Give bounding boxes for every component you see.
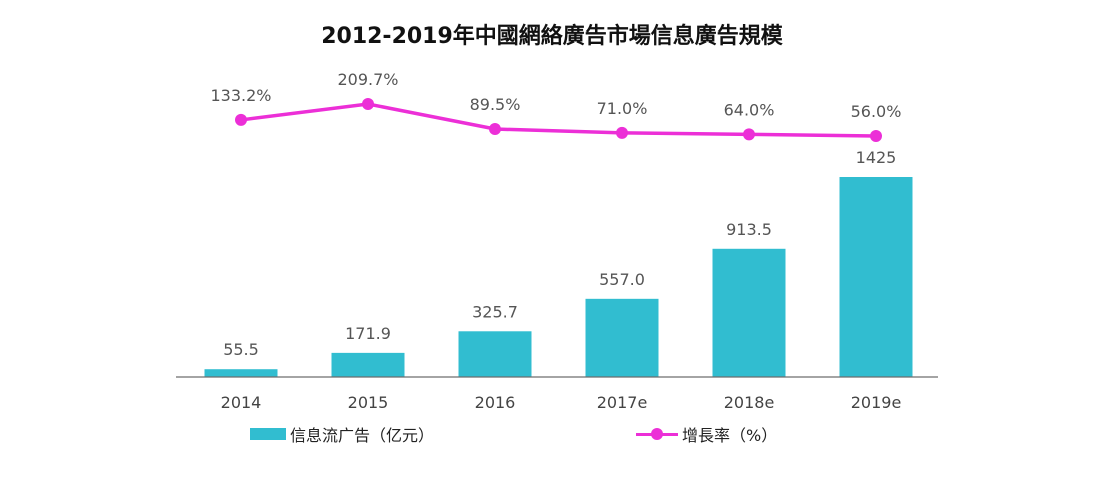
labels-layer: 55.5 171.9 325.7 557.0 913.5 1425 133.2% 209.7%…	[210, 70, 901, 359]
bar-2015	[331, 352, 405, 377]
growth-value-label: 56.0%	[851, 102, 902, 121]
legend-item-bar: 信息流广告（亿元）	[250, 422, 434, 446]
bar-2019e	[839, 177, 913, 377]
legend-bar-swatch	[250, 428, 286, 440]
growth-line-layer	[235, 98, 882, 142]
growth-value-label: 209.7%	[337, 70, 398, 89]
x-tick-label: 2016	[475, 393, 516, 412]
x-axis: 2014 2015 2016 2017e 2018e 2019e	[176, 376, 938, 412]
chart-title: 2012-2019年中國網絡廣告市場信息廣告規模	[321, 24, 783, 49]
growth-line	[240, 102, 877, 138]
bar-value-label: 913.5	[726, 220, 772, 239]
x-tick-label: 2019e	[851, 393, 902, 412]
bar-value-label: 325.7	[472, 302, 518, 321]
x-tick-label: 2015	[348, 393, 389, 412]
bar-2018e	[712, 248, 786, 377]
x-tick-label: 2014	[221, 393, 262, 412]
bar-value-label: 55.5	[223, 340, 259, 359]
legend-bar-label: 信息流广告（亿元）	[290, 426, 435, 445]
bar-2014	[204, 369, 278, 377]
growth-value-label: 133.2%	[210, 86, 271, 105]
bar-value-label: 1425	[856, 148, 897, 167]
legend-line-label: 增長率（%）	[682, 426, 778, 445]
growth-point-2017e	[616, 126, 628, 139]
growth-value-label: 64.0%	[724, 100, 775, 119]
growth-point-2014	[235, 113, 247, 126]
bar-2016	[458, 331, 532, 377]
x-tick-label: 2017e	[597, 393, 648, 412]
bar-value-label: 557.0	[599, 270, 645, 289]
growth-point-2015	[362, 98, 374, 110]
bar-2017e	[585, 298, 659, 377]
bar-value-label: 171.9	[345, 324, 391, 343]
legend-line-swatch	[636, 428, 678, 440]
growth-value-label: 71.0%	[597, 99, 648, 118]
growth-point-2016	[489, 123, 501, 136]
growth-value-label: 89.5%	[470, 95, 521, 114]
growth-point-2019e	[870, 130, 882, 142]
growth-point-2018e	[743, 128, 755, 141]
legend-item-line: 增長率（%）	[636, 422, 777, 446]
bars-layer	[204, 177, 913, 377]
x-tick-label: 2018e	[724, 393, 775, 412]
